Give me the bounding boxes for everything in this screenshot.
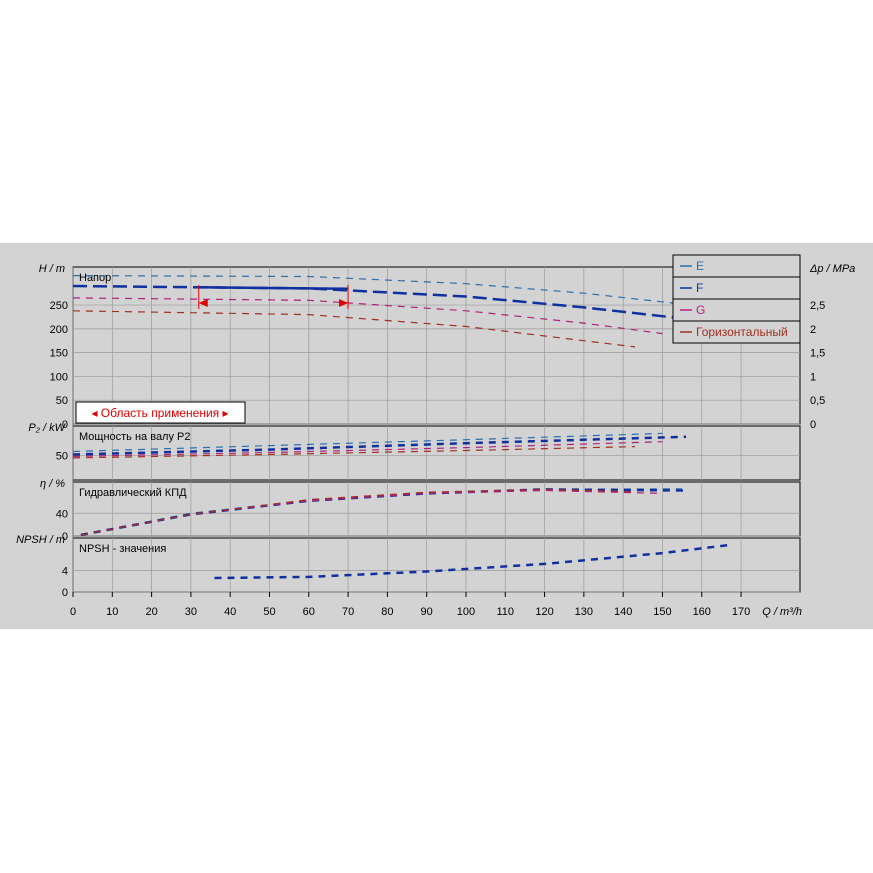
series-line-head-0 [72, 275, 683, 305]
x-tick-label: 40 [224, 606, 236, 618]
y-tick-label: 200 [50, 324, 68, 336]
panel-title: Гидравлический КПД [79, 487, 187, 499]
y-axis-label: NPSH / m [16, 534, 65, 546]
x-tick-label: 160 [693, 606, 711, 618]
y-tick-label: 150 [50, 348, 68, 360]
legend-label: Горизонтальный [696, 325, 788, 339]
y-tick-label: 4 [62, 565, 68, 577]
y2-tick-label: 0 [810, 419, 816, 431]
pump-performance-chart: 0 50 100 150 200 250 0 0,5 1 1,5 2 2,5 Δp / MPa H / m… [0, 243, 873, 629]
x-tick-label: 170 [732, 606, 750, 618]
series-line-head-3 [72, 310, 636, 348]
y-tick-label: 40 [56, 508, 68, 520]
panel-title: NPSH - значения [79, 543, 166, 555]
series-line-eff-3 [80, 488, 636, 536]
x-tick-label: 30 [185, 606, 197, 618]
y-axis-label: H / m [39, 263, 65, 275]
panel-title: Мощность на валу P2 [79, 431, 191, 443]
y-tick-label: 100 [50, 371, 68, 383]
legend-item-box [672, 320, 801, 344]
y-tick-label: 0 [62, 531, 68, 543]
series-line-head-1 [72, 284, 683, 320]
legend-label: E [696, 259, 704, 273]
x-tick-label: 50 [263, 606, 275, 618]
y2-tick-label: 1 [810, 371, 816, 383]
y-tick-label: 0 [62, 587, 68, 599]
annotation-box [75, 401, 246, 424]
x-tick-label: 110 [496, 606, 514, 618]
series-line-npsh-0 [214, 543, 734, 580]
x-tick-label: 0 [70, 606, 76, 618]
x-tick-label: 130 [575, 606, 593, 618]
legend-item-box [672, 254, 801, 278]
y2-tick-label: 1,5 [810, 348, 825, 360]
y-axis-label: P₂ / kW [28, 422, 66, 434]
legend-item-box [672, 276, 801, 300]
panel-frame-power [72, 425, 801, 481]
panel-frame-npsh [72, 537, 801, 593]
panel-title: Напор [79, 272, 111, 284]
annotation-text: ◂ Область применения ▸ [91, 406, 228, 420]
legend-label: F [696, 281, 703, 295]
range-arrow-left [198, 299, 208, 307]
x-tick-label: 60 [303, 606, 315, 618]
x-tick-label: 120 [535, 606, 553, 618]
y-axis-label: η / % [40, 478, 65, 490]
x-tick-label: 90 [421, 606, 433, 618]
legend-item-box [672, 298, 801, 322]
y-tick-label: 50 [56, 450, 68, 462]
x-tick-label: 100 [457, 606, 475, 618]
y-tick-label: 0 [62, 419, 68, 431]
x-tick-label: 150 [653, 606, 671, 618]
y2-tick-label: 2,5 [810, 300, 825, 312]
legend-label: G [696, 303, 705, 317]
range-arrow-right [339, 299, 349, 307]
operating-range-line [198, 286, 349, 291]
y-tick-label: 50 [56, 395, 68, 407]
x-tick-label: 20 [145, 606, 157, 618]
x-tick-label: 140 [614, 606, 632, 618]
x-tick-label: 70 [342, 606, 354, 618]
x-tick-label: 10 [106, 606, 118, 618]
x-tick-label: 80 [381, 606, 393, 618]
y2-axis-label: Δp / MPa [809, 263, 855, 275]
series-line-head-2 [72, 297, 663, 335]
y-tick-label: 250 [50, 300, 68, 312]
x-axis-label: Q / m³/h [762, 606, 802, 618]
y2-tick-label: 2 [810, 324, 816, 336]
y2-tick-label: 0,5 [810, 395, 825, 407]
